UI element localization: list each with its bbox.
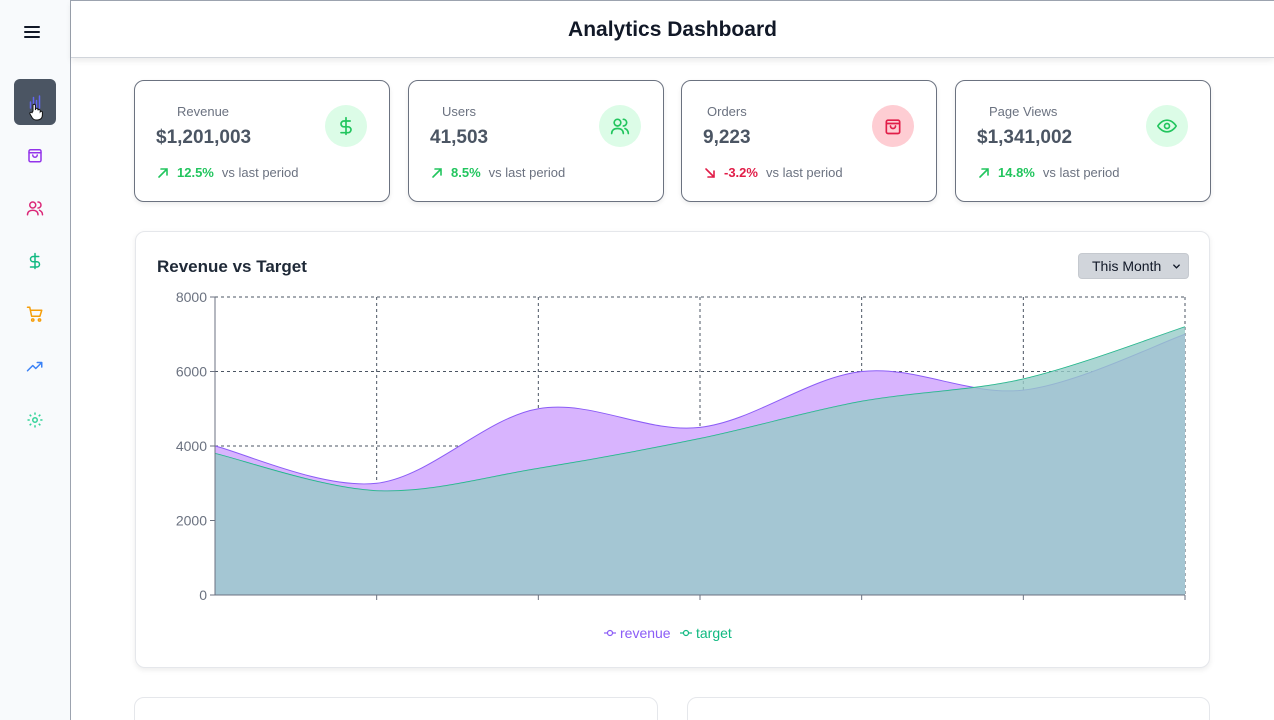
- stat-change: 12.5%: [177, 165, 214, 180]
- y-tick-label: 2000: [176, 513, 207, 529]
- stat-trend: 12.5% vs last period: [157, 165, 298, 180]
- sidebar: [0, 0, 71, 720]
- stat-compare: vs last period: [1042, 165, 1120, 180]
- gear-icon: [27, 412, 43, 428]
- y-tick-label: 6000: [176, 364, 207, 380]
- sidebar-item-settings[interactable]: [14, 397, 56, 443]
- legend-label-target: target: [696, 625, 732, 641]
- stat-label: Revenue: [177, 104, 230, 119]
- shopping-bag-icon: [872, 105, 914, 147]
- users-icon: [26, 201, 44, 216]
- stat-change: 8.5%: [451, 165, 481, 180]
- stat-card-revenue: Revenue $1,201,003 12.5% vs last period: [134, 80, 390, 202]
- sidebar-item-users[interactable]: [14, 185, 56, 231]
- stat-label: Page Views: [989, 104, 1058, 119]
- stat-compare: vs last period: [488, 165, 566, 180]
- legend-marker-revenue: [606, 629, 614, 637]
- stat-value: $1,341,002: [977, 127, 1073, 148]
- stat-trend: 14.8% vs last period: [978, 165, 1119, 180]
- sidebar-item-revenue[interactable]: [14, 238, 56, 284]
- sidebar-item-orders[interactable]: [14, 132, 56, 178]
- stat-card-page-views: Page Views $1,341,002 14.8% vs last peri…: [955, 80, 1211, 202]
- page-title: Analytics Dashboard: [568, 18, 777, 41]
- stat-card-users: Users 41,503 8.5% vs last period: [408, 80, 664, 202]
- stat-value: 41,503: [430, 127, 489, 148]
- sidebar-item-cart[interactable]: [14, 291, 56, 337]
- y-tick-label: 4000: [176, 438, 207, 454]
- legend-label-revenue: revenue: [620, 625, 671, 641]
- trending-up-icon: [26, 361, 43, 372]
- stat-value: $1,201,003: [156, 127, 252, 148]
- y-tick-label: 8000: [176, 289, 207, 305]
- top-header: Analytics Dashboard: [71, 0, 1274, 58]
- dollar-icon: [29, 252, 41, 270]
- stat-value: 9,223: [703, 127, 751, 148]
- stat-trend: 8.5% vs last period: [431, 165, 565, 180]
- stat-change: 14.8%: [998, 165, 1035, 180]
- stat-card-orders: Orders 9,223 -3.2% vs last period: [681, 80, 937, 202]
- stat-compare: vs last period: [765, 165, 843, 180]
- shopping-cart-icon: [26, 306, 43, 322]
- sidebar-item-trends[interactable]: [14, 344, 56, 390]
- arrow-down-right-icon: [705, 167, 715, 178]
- series-overlap-area: [215, 326, 1185, 595]
- bottom-card-right: [687, 697, 1210, 720]
- stat-compare: vs last period: [221, 165, 299, 180]
- y-tick-label: 0: [199, 587, 207, 603]
- bottom-card-left: [134, 697, 658, 720]
- arrow-up-right-icon: [158, 167, 168, 178]
- users-icon: [599, 105, 641, 147]
- menu-icon[interactable]: [22, 22, 42, 42]
- hand-cursor-icon: [29, 103, 43, 121]
- stat-label: Users: [442, 104, 476, 119]
- area-chart: 0 2000 4000 6000 8000 revenue target: [176, 289, 1186, 641]
- chart-title: Revenue vs Target: [157, 257, 307, 276]
- chevron-down-icon: [1173, 264, 1180, 269]
- stat-trend: -3.2% vs last period: [704, 165, 843, 180]
- stat-change: -3.2%: [724, 165, 758, 180]
- arrow-up-right-icon: [979, 167, 989, 178]
- revenue-chart-card: 0 2000 4000 6000 8000 revenue target Revenue v…: [135, 231, 1210, 668]
- arrow-up-right-icon: [432, 167, 442, 178]
- period-select[interactable]: This Month: [1078, 253, 1189, 279]
- dollar-icon: [325, 105, 367, 147]
- eye-icon: [1146, 105, 1188, 147]
- stat-label: Orders: [707, 104, 747, 119]
- period-select-value: This Month: [1092, 258, 1162, 274]
- bar-chart-icon: [29, 95, 41, 109]
- shopping-bag-icon: [28, 149, 42, 163]
- legend-marker-target: [682, 629, 690, 637]
